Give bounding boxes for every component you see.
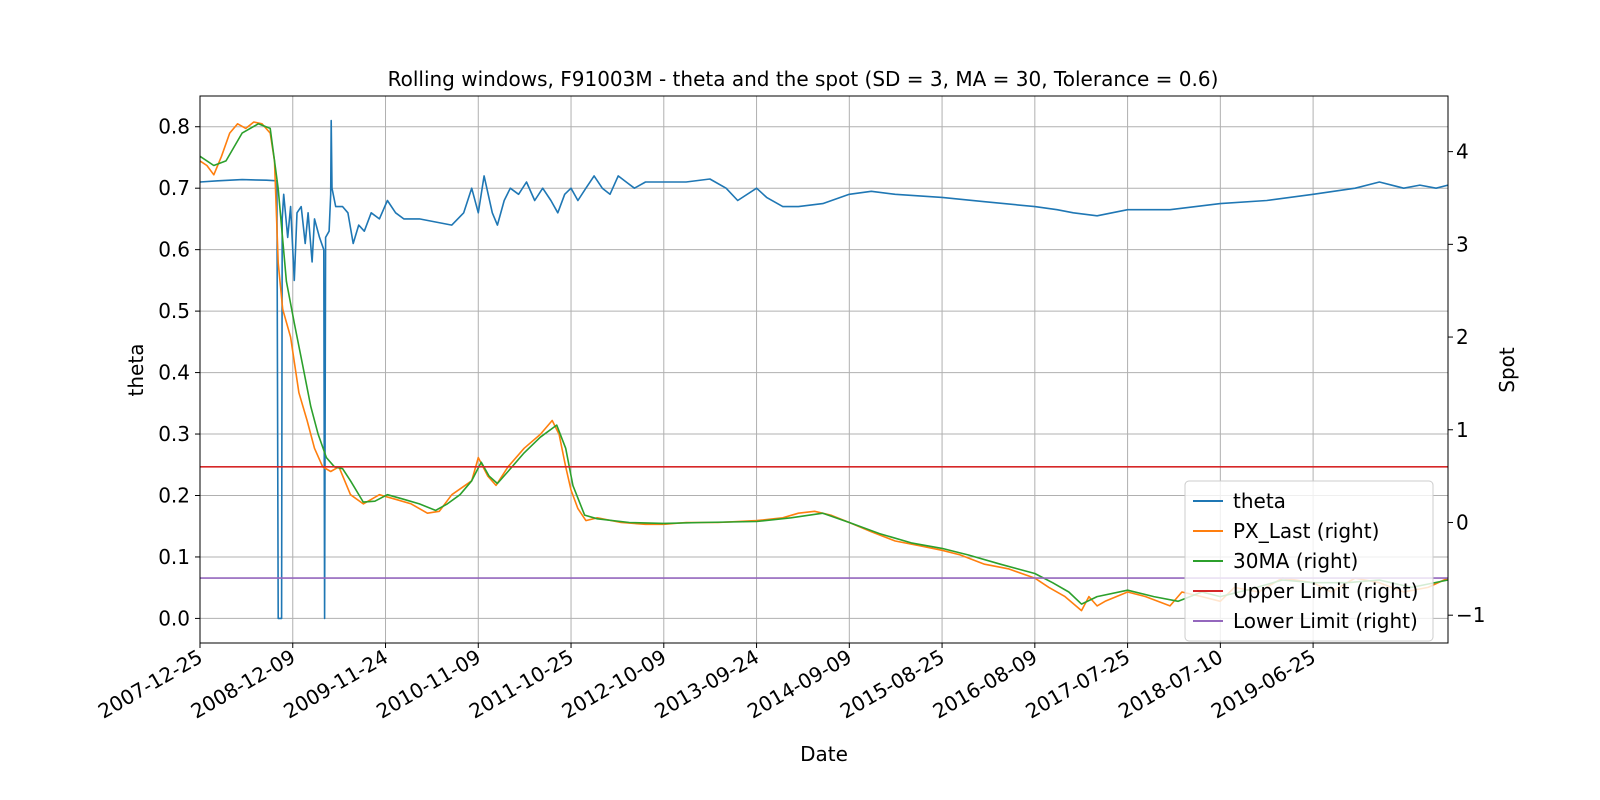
x-tick-label: 2011-10-25 — [465, 645, 578, 724]
legend-label: Upper Limit (right) — [1233, 579, 1418, 603]
x-tick-label: 2014-09-09 — [743, 645, 856, 724]
legend-label: theta — [1233, 489, 1286, 513]
y-tick-label: 0.6 — [158, 238, 190, 262]
y-axis-left: 0.0 0.1 0.2 0.3 0.4 0.5 0.6 0.7 0.8 — [158, 115, 200, 630]
legend-label: Lower Limit (right) — [1233, 609, 1418, 633]
series-line-2 — [199, 123, 1449, 605]
series-line-1 — [199, 121, 1449, 612]
y2-tick-label: −1 — [1456, 603, 1485, 627]
chart-title: Rolling windows, F91003M - theta and the… — [388, 67, 1219, 91]
y2-tick-label: 1 — [1456, 418, 1469, 442]
y-tick-label: 0.7 — [158, 176, 190, 200]
x-tick-label: 2008-12-09 — [187, 645, 300, 724]
y2-tick-label: 0 — [1456, 510, 1469, 534]
y2-tick-label: 4 — [1456, 140, 1469, 164]
y-tick-label: 0.4 — [158, 361, 190, 385]
x-tick-label: 2016-08-09 — [929, 645, 1042, 724]
y2-tick-label: 2 — [1456, 325, 1469, 349]
legend-label: PX_Last (right) — [1233, 519, 1379, 543]
y-axis-right: −1 0 1 2 3 4 — [1448, 140, 1485, 627]
y-tick-label: 0.0 — [158, 606, 190, 630]
x-tick-label: 2007-12-25 — [94, 645, 207, 724]
y-axis-label: theta — [124, 344, 148, 397]
y-tick-label: 0.3 — [158, 422, 190, 446]
y-tick-label: 0.1 — [158, 545, 190, 569]
x-axis: 2007-12-252008-12-092009-11-242010-11-09… — [94, 643, 1320, 723]
legend: theta PX_Last (right) 30MA (right) Upper Li… — [1184, 480, 1434, 642]
y-tick-label: 0.2 — [158, 483, 190, 507]
series-line-0 — [199, 119, 1449, 620]
legend-box — [1184, 480, 1434, 642]
x-tick-label: 2010-11-09 — [372, 645, 485, 724]
plot-frame — [199, 95, 1449, 644]
x-tick-label: 2013-09-24 — [650, 645, 763, 724]
x-tick-label: 2017-07-25 — [1021, 645, 1134, 724]
y-tick-label: 0.8 — [158, 115, 190, 139]
x-tick-label: 2009-11-24 — [279, 645, 392, 724]
y-tick-label: 0.5 — [158, 299, 190, 323]
x-axis-label: Date — [800, 742, 848, 766]
x-tick-label: 2019-06-25 — [1207, 645, 1320, 724]
x-tick-label: 2012-10-09 — [558, 645, 671, 724]
y2-tick-label: 3 — [1456, 232, 1469, 256]
y2-axis-label: Spot — [1495, 347, 1519, 393]
x-tick-label: 2018-07-10 — [1114, 645, 1227, 724]
x-tick-label: 2015-08-25 — [836, 645, 949, 724]
legend-label: 30MA (right) — [1233, 549, 1358, 573]
